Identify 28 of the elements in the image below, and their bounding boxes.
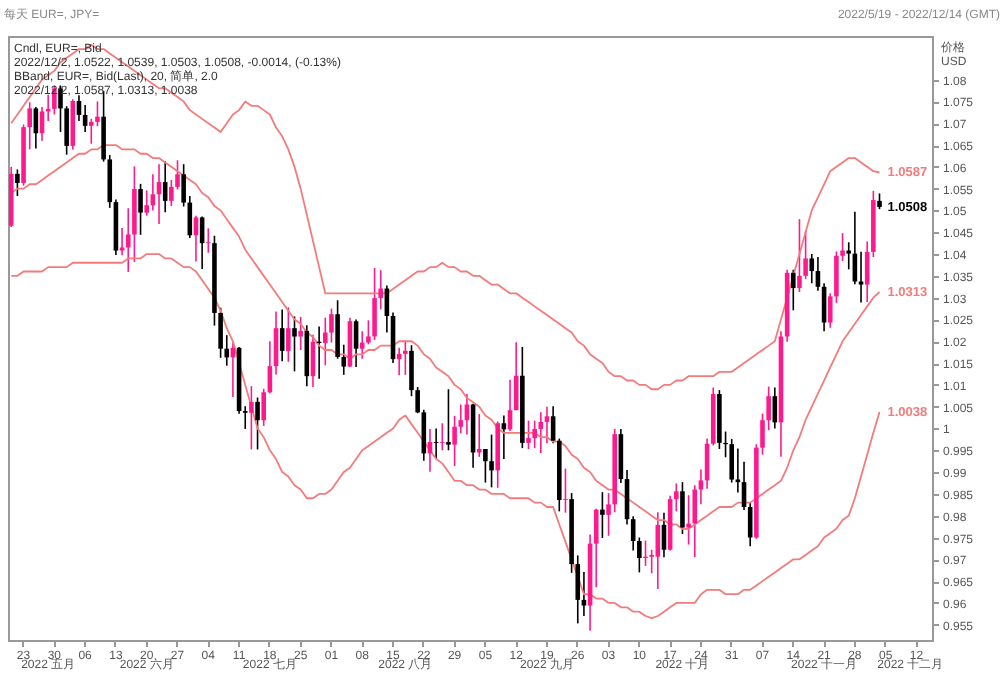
candlestick — [15, 168, 20, 197]
candlestick — [526, 419, 531, 450]
candlestick — [205, 227, 211, 254]
candlestick — [372, 267, 377, 341]
candlestick — [495, 420, 501, 489]
candlestick — [292, 315, 297, 373]
candlestick — [433, 427, 439, 460]
line-series — [10, 253, 881, 620]
candlestick — [809, 253, 815, 285]
candlestick — [790, 268, 796, 312]
candlestick — [797, 218, 802, 293]
candlestick — [403, 339, 408, 376]
candlestick — [544, 405, 550, 445]
candlestick — [439, 422, 445, 452]
candlestick — [563, 467, 568, 514]
candlestick — [489, 433, 494, 489]
candlestick — [532, 419, 537, 449]
candlestick — [286, 306, 291, 363]
candlestick — [322, 316, 328, 367]
candlestick — [446, 388, 451, 452]
candlestick — [298, 316, 303, 351]
candlestick — [600, 491, 605, 539]
line-series — [10, 43, 881, 391]
candlestick — [138, 183, 143, 236]
candlestick — [680, 481, 685, 535]
candlestick — [255, 396, 260, 451]
candlestick — [249, 385, 254, 451]
candlestick — [476, 413, 482, 458]
